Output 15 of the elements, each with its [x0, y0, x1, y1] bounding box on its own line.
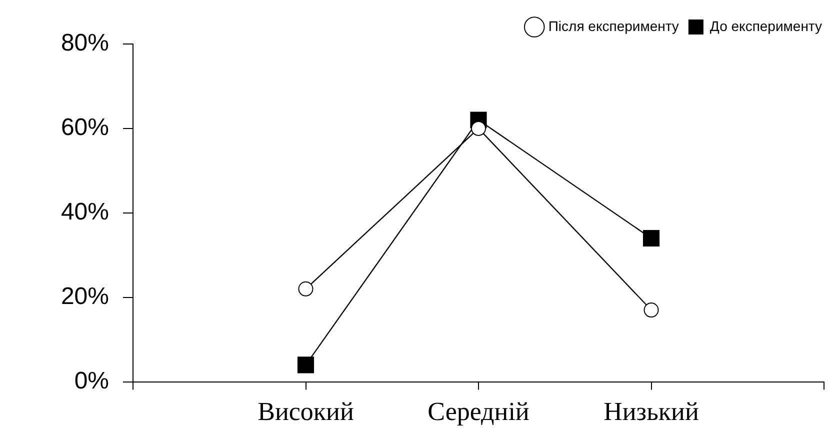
point: [298, 281, 314, 296]
y-tick-label: 0%: [74, 367, 109, 394]
point: [644, 302, 659, 318]
y-tick-label: 20%: [60, 282, 109, 310]
y-tick-label: 80%: [60, 30, 109, 57]
point: [297, 356, 314, 374]
x-tick-label: Високий: [258, 397, 354, 426]
point: [642, 230, 660, 247]
legend-label: Після експерименту: [548, 18, 679, 34]
x-tick-label: Середній: [428, 397, 530, 426]
y-tick-label: 60%: [60, 114, 109, 142]
x-tick-label: Низький: [604, 397, 699, 426]
y-tick-label: 40%: [60, 198, 109, 226]
point: [471, 120, 486, 136]
legend-label: До експерименту: [710, 18, 822, 34]
